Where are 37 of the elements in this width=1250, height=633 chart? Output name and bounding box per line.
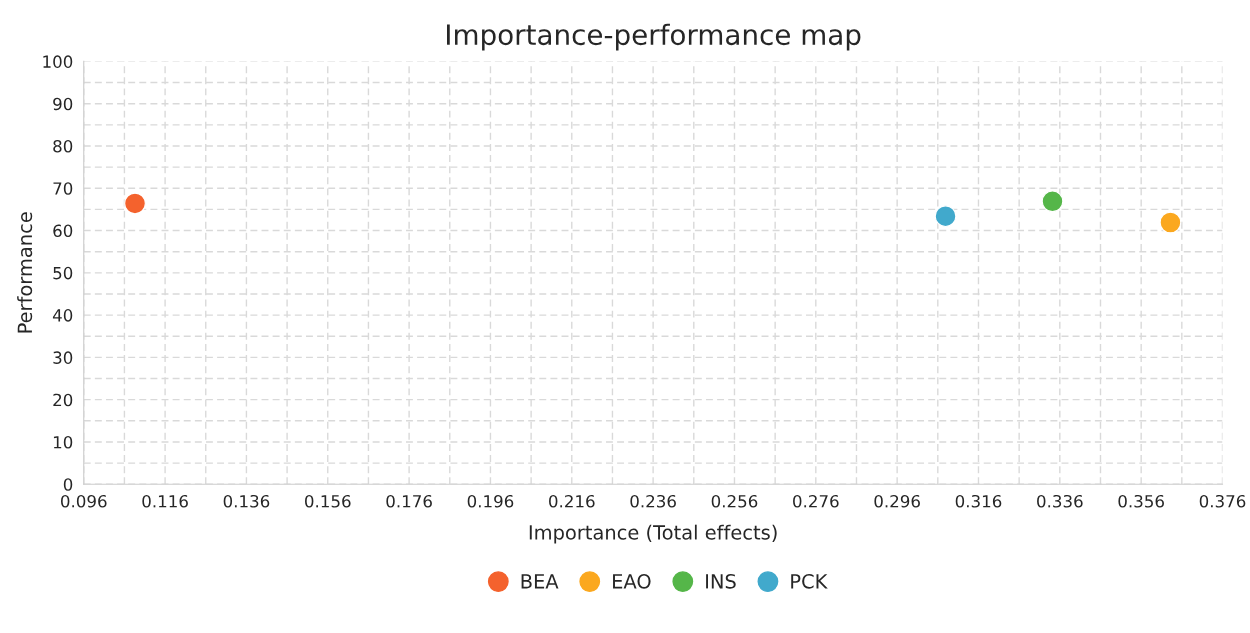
point	[934, 205, 957, 228]
y-tick-label: 40	[52, 309, 73, 322]
x-axis-title: Importance (Total effects)	[529, 524, 777, 544]
x-tick-label: 0.116	[142, 494, 188, 508]
y-tick-label: 80	[53, 139, 73, 153]
x-tick-label: 0.376	[1199, 494, 1246, 508]
y-tick-label: 100	[43, 55, 73, 68]
x-tick-label: 0.236	[630, 494, 676, 508]
y-tick-label: 50	[53, 266, 73, 280]
y-tick-label: 10	[53, 435, 73, 449]
x-tick-label: 0.176	[386, 494, 432, 508]
y-tick-label: 20	[53, 393, 73, 407]
x-tick-label: 0.316	[955, 494, 1002, 508]
legend-label: INS	[706, 573, 736, 589]
y-axis-title: Performance	[17, 212, 33, 333]
y-tick-label: 0	[63, 478, 73, 491]
y-tick-label: 30	[53, 351, 73, 364]
legend-label: EAO	[613, 573, 651, 589]
x-tick-label: 0.356	[1118, 494, 1164, 508]
y-tick-label: 60	[53, 224, 73, 238]
x-tick-label: 0.296	[874, 494, 920, 508]
x-tick-label: 0.096	[60, 494, 107, 508]
y-tick-label: 90	[53, 97, 73, 111]
chart-title: Importance-performance map	[447, 23, 861, 51]
x-tick-label: 0.196	[467, 494, 514, 508]
legend-label: PCK	[791, 573, 828, 589]
legend-label: BEA	[521, 574, 559, 589]
x-tick-label: 0.256	[711, 494, 758, 508]
point	[124, 192, 146, 215]
point	[1159, 211, 1182, 234]
x-tick-label: 0.156	[305, 494, 351, 508]
x-tick-label: 0.136	[223, 494, 270, 508]
x-tick-label: 0.336	[1037, 494, 1083, 508]
point	[1041, 190, 1064, 213]
x-tick-label: 0.216	[549, 494, 595, 508]
y-tick-label: 70	[53, 182, 73, 195]
x-tick-label: 0.276	[793, 494, 839, 508]
